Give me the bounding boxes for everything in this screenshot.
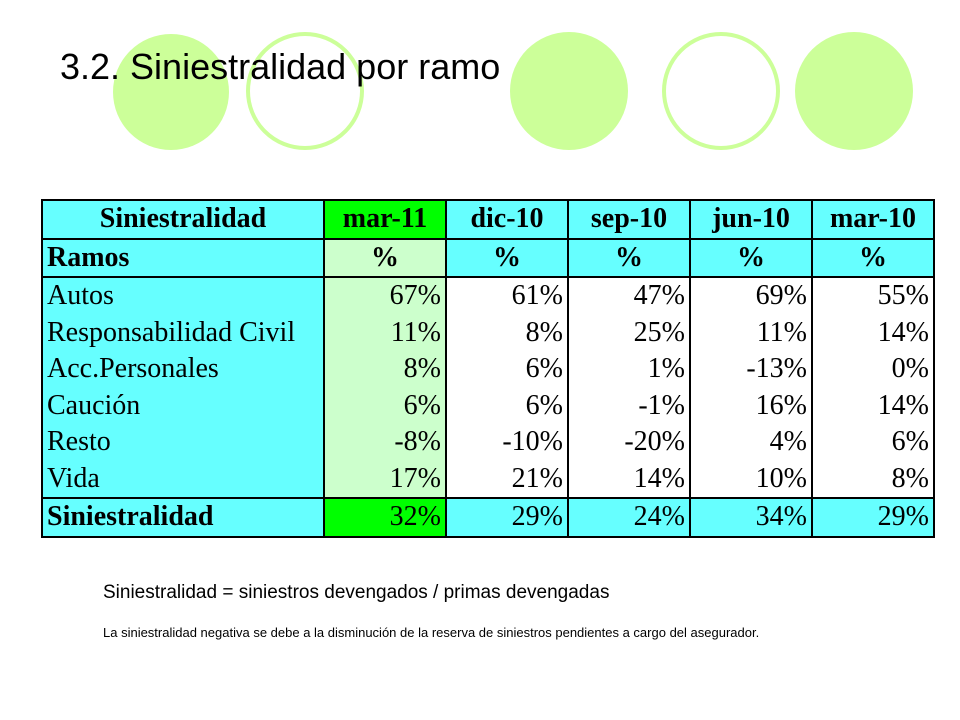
- table-row: Responsabilidad Civil 11% 8% 25% 11% 14%: [43, 314, 933, 351]
- total-cell: 24%: [569, 499, 691, 536]
- decor-ring-2: [662, 32, 780, 150]
- table-cell: 21%: [447, 460, 569, 499]
- decor-circle-3: [795, 32, 913, 150]
- table-cell: 11%: [325, 314, 447, 351]
- table-cell: 8%: [325, 351, 447, 388]
- table-cell: 16%: [691, 387, 813, 424]
- total-cell: 32%: [325, 499, 447, 536]
- table-cell: 6%: [325, 387, 447, 424]
- header-cell: jun-10: [691, 201, 813, 240]
- row-label: Responsabilidad Civil: [43, 314, 325, 351]
- table-row: Caución 6% 6% -1% 16% 14%: [43, 387, 933, 424]
- subheader-cell: %: [569, 239, 691, 278]
- table-row: Resto -8% -10% -20% 4% 6%: [43, 424, 933, 461]
- table-cell: -13%: [691, 351, 813, 388]
- subheader-cell: %: [691, 239, 813, 278]
- table-cell: 14%: [877, 316, 929, 348]
- table-cell: 1%: [569, 351, 691, 388]
- table-cell: 61%: [447, 278, 569, 315]
- table-cell: 55%: [877, 280, 929, 312]
- table-cell: -8%: [325, 424, 447, 461]
- row-label: Vida: [43, 460, 325, 499]
- table-total-row: Siniestralidad 32% 29% 24% 34% 29%: [43, 499, 933, 536]
- table-cell: 8%: [447, 314, 569, 351]
- table-cell: 6%: [447, 351, 569, 388]
- header-cell: mar-11: [325, 201, 447, 240]
- table-cell: 17%: [325, 460, 447, 499]
- table-subheader-row: Ramos % % % % %: [43, 239, 933, 278]
- formula-text: Siniestralidad = siniestros devengados /…: [103, 582, 610, 603]
- subheader-cell: Ramos: [43, 239, 325, 278]
- row-label: Caución: [43, 387, 325, 424]
- table-cell: 4%: [691, 424, 813, 461]
- table-cell: 11%: [691, 314, 813, 351]
- subheader-cell: %: [325, 239, 447, 278]
- table-cell: 6%: [447, 387, 569, 424]
- total-cell: 29%: [813, 499, 933, 536]
- decor-ring-1: [246, 32, 364, 150]
- page-title: 3.2. Siniestralidad por ramo: [60, 46, 501, 87]
- table-cell: 0%: [891, 353, 929, 385]
- header-cell: dic-10: [447, 201, 569, 240]
- total-cell: 34%: [691, 499, 813, 536]
- decor-circle-1: [113, 34, 229, 150]
- row-label: Acc.Personales: [43, 351, 325, 388]
- footnote-text: La siniestralidad negativa se debe a la …: [103, 625, 760, 640]
- siniestralidad-table: Siniestralidad mar-11 dic-10 sep-10 jun-…: [41, 199, 935, 538]
- table-row: Acc.Personales 8% 6% 1% -13% 0%: [43, 351, 933, 388]
- table-cell: 69%: [691, 278, 813, 315]
- total-label: Siniestralidad: [43, 499, 325, 536]
- table-cell: -10%: [447, 424, 569, 461]
- decor-circle-2: [510, 32, 628, 150]
- table-cell: 14%: [569, 460, 691, 499]
- header-cell: mar-10: [813, 201, 933, 240]
- table-cell: 8%: [813, 461, 933, 499]
- table-row: Autos 67% 61% 47% 69% 55%: [43, 278, 933, 315]
- table-cell: 10%: [691, 460, 813, 499]
- table-cell: -1%: [569, 387, 691, 424]
- subheader-cell: %: [447, 239, 569, 278]
- header-cell: Siniestralidad: [43, 201, 325, 240]
- subheader-cell: %: [813, 239, 933, 278]
- table-cell: 6%: [891, 426, 929, 458]
- table-cell: 67%: [325, 278, 447, 315]
- table-header-row: Siniestralidad mar-11 dic-10 sep-10 jun-…: [43, 201, 933, 240]
- header-cell: sep-10: [569, 201, 691, 240]
- total-cell: 29%: [447, 499, 569, 536]
- table-cell: 14%: [877, 389, 929, 421]
- table-cell: 25%: [569, 314, 691, 351]
- table-row: Vida 17% 21% 14% 10% 8%: [43, 460, 933, 499]
- table-cell: -20%: [569, 424, 691, 461]
- table-cell: 47%: [569, 278, 691, 315]
- row-label: Autos: [43, 278, 325, 315]
- row-label: Resto: [43, 424, 325, 461]
